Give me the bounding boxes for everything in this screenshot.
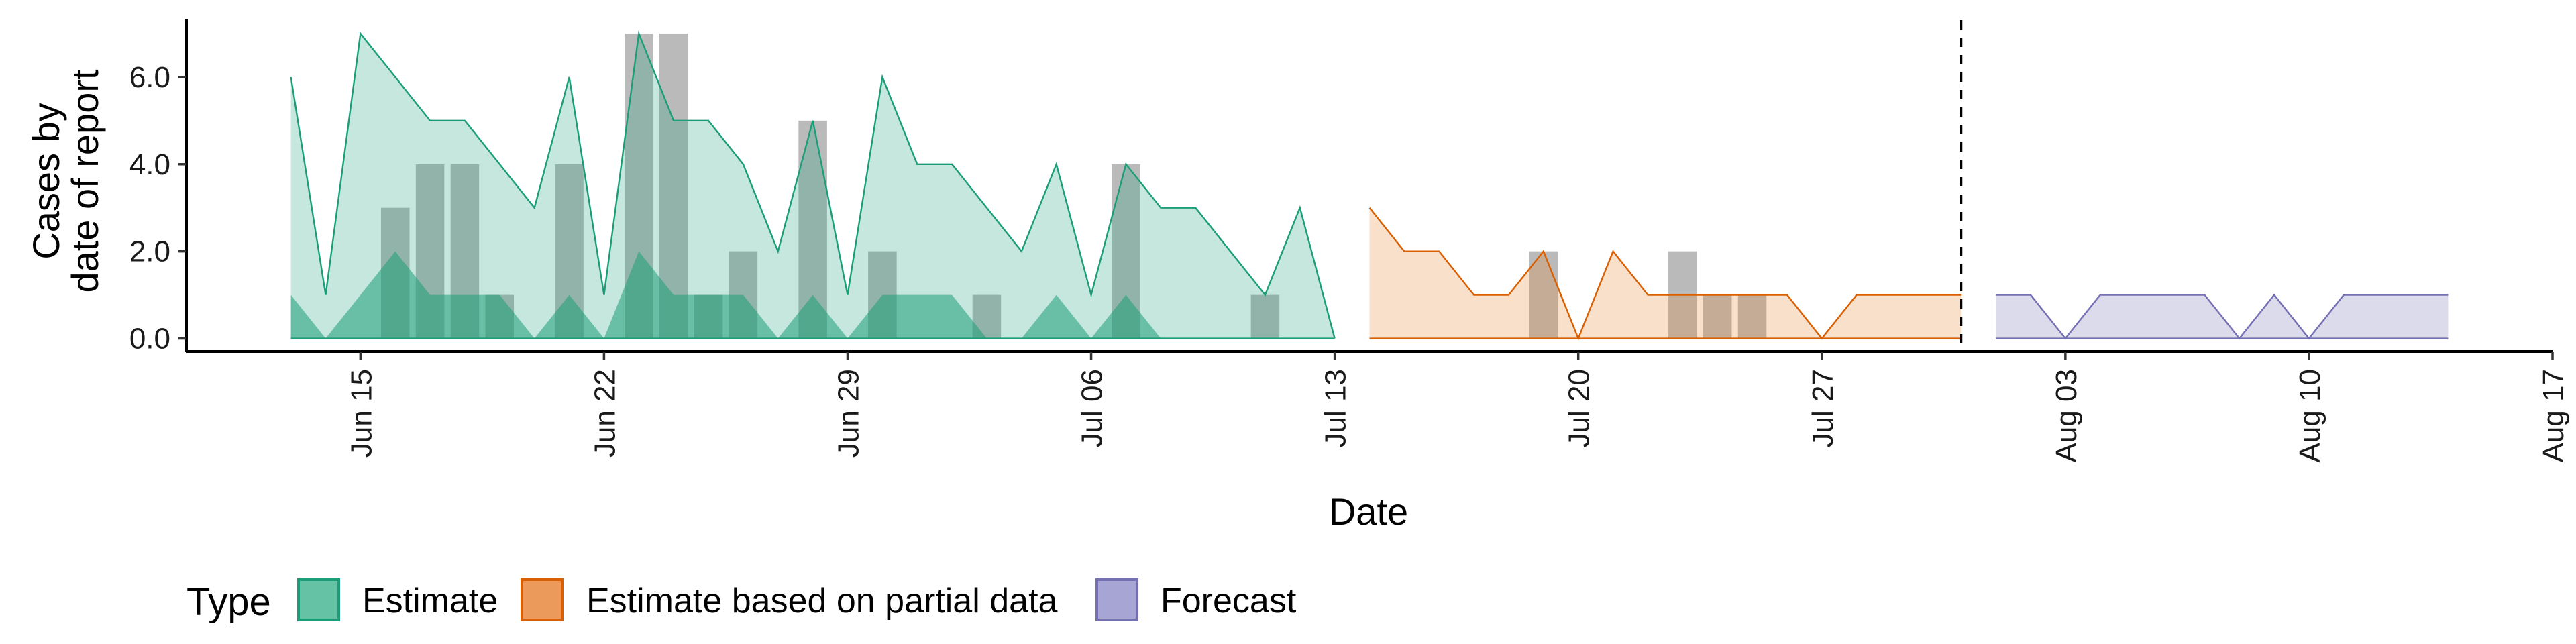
partial-upper-line [1368, 207, 1962, 341]
x-tick-label-3: Jul 06 [1076, 369, 1109, 447]
legend-label-partial: Estimate based on partial data [586, 582, 1058, 621]
legend-key-forecast [1095, 578, 1138, 621]
y-axis-title: Cases by date of report [25, 69, 106, 293]
plot-area [290, 20, 2449, 352]
estimate-outer-band [290, 33, 1335, 339]
y-axis-title-line-1: Cases by [25, 103, 67, 259]
x-tick-label-8: Aug 10 [2294, 369, 2326, 462]
x-tick-label-6: Jul 27 [1807, 369, 1839, 447]
y-axis-title-line-2: date of report [64, 69, 106, 293]
legend-label-forecast: Forecast [1161, 582, 1297, 621]
x-tick-label-0: Jun 15 [345, 369, 378, 458]
estimate-upper-line [290, 30, 1336, 339]
y-tick-label-0: 0.0 [129, 323, 170, 356]
y-tick-label-2: 4.0 [129, 148, 170, 181]
legend-title: Type [186, 580, 271, 624]
x-tick-label-1: Jun 22 [588, 369, 621, 458]
partial-outer-band [1369, 207, 1962, 339]
observed-bar-13 [1250, 294, 1280, 339]
observed-bar-16 [1703, 294, 1732, 339]
legend-key-partial [521, 578, 564, 621]
x-axis-title: Date [1329, 490, 1408, 533]
y-tick-label-3: 6.0 [129, 61, 170, 94]
forecast-upper-line [1996, 293, 2449, 340]
observed-bar-17 [1737, 294, 1767, 339]
x-tick-label-2: Jun 29 [832, 369, 865, 458]
x-tick-label-9: Aug 17 [2537, 369, 2570, 462]
y-tick-label-1: 2.0 [129, 235, 170, 268]
legend: Type Estimate Estimate based on partial … [186, 578, 1297, 624]
legend-key-estimate [297, 578, 340, 621]
legend-label-estimate: Estimate [362, 582, 498, 621]
x-tick-label-5: Jul 20 [1563, 369, 1596, 447]
x-tick-label-7: Aug 03 [2050, 369, 2083, 462]
observed-bar-14 [1529, 251, 1558, 339]
x-tick-label-4: Jul 13 [1320, 369, 1352, 447]
axes: 0.0 2.0 4.0 6.0 Jun 15 Jun 22 Jun 29 Jul 06 Jul … [129, 19, 2570, 462]
estimate-inner-band [290, 251, 1335, 339]
